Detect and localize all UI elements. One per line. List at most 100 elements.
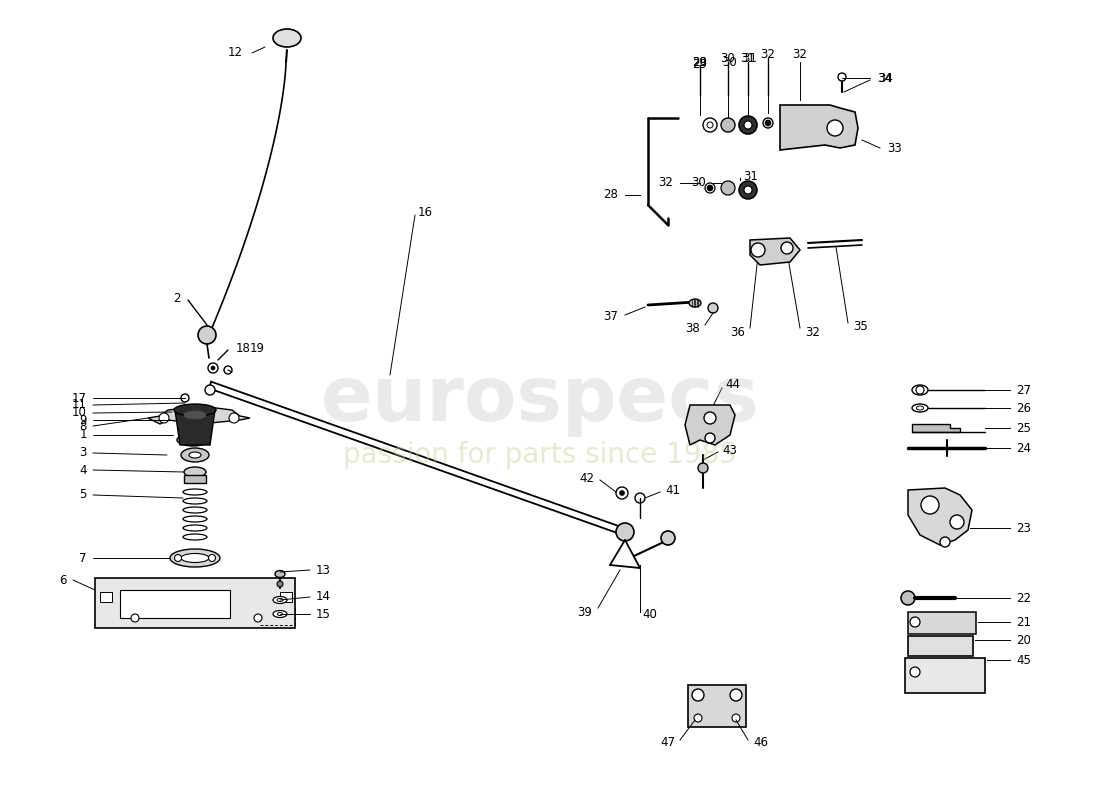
Circle shape <box>175 554 182 562</box>
Ellipse shape <box>703 118 717 132</box>
Polygon shape <box>908 488 972 545</box>
Text: 2: 2 <box>174 291 182 305</box>
Circle shape <box>720 181 735 195</box>
Ellipse shape <box>183 534 207 540</box>
Ellipse shape <box>183 507 207 513</box>
Circle shape <box>921 496 939 514</box>
Text: 24: 24 <box>1016 442 1031 454</box>
Text: 39: 39 <box>578 606 592 618</box>
Ellipse shape <box>912 404 928 412</box>
Bar <box>120 590 230 618</box>
Ellipse shape <box>912 385 928 395</box>
Circle shape <box>254 614 262 622</box>
Circle shape <box>708 303 718 313</box>
Ellipse shape <box>184 467 206 477</box>
Circle shape <box>229 413 239 423</box>
Text: 29: 29 <box>693 55 707 69</box>
Text: 21: 21 <box>1016 615 1031 629</box>
Text: 37: 37 <box>603 310 618 323</box>
Ellipse shape <box>183 498 207 504</box>
Text: 30: 30 <box>723 55 737 69</box>
Ellipse shape <box>689 299 701 307</box>
Ellipse shape <box>273 610 287 618</box>
Text: 19: 19 <box>250 342 265 354</box>
Circle shape <box>211 366 215 370</box>
Text: 35: 35 <box>852 319 868 333</box>
Ellipse shape <box>183 489 207 495</box>
Text: 29: 29 <box>693 58 707 71</box>
Circle shape <box>160 413 169 423</box>
Bar <box>100 592 112 602</box>
Ellipse shape <box>184 411 206 419</box>
Ellipse shape <box>183 525 207 531</box>
Text: 40: 40 <box>642 609 657 622</box>
Text: 46: 46 <box>754 735 768 749</box>
Text: 8: 8 <box>79 419 87 433</box>
Ellipse shape <box>273 597 287 603</box>
Bar <box>280 592 292 602</box>
Text: 29: 29 <box>693 55 707 69</box>
Circle shape <box>705 433 715 443</box>
Ellipse shape <box>739 116 757 134</box>
Circle shape <box>209 554 216 562</box>
Ellipse shape <box>170 549 220 567</box>
Text: 10: 10 <box>73 406 87 419</box>
Text: 31: 31 <box>740 53 756 66</box>
Circle shape <box>616 487 628 499</box>
Ellipse shape <box>189 452 201 458</box>
Circle shape <box>838 73 846 81</box>
Text: 18: 18 <box>236 342 251 354</box>
Circle shape <box>208 363 218 373</box>
Circle shape <box>190 422 196 428</box>
Polygon shape <box>780 105 858 150</box>
Circle shape <box>730 689 743 701</box>
Text: 15: 15 <box>316 607 331 621</box>
Text: 32: 32 <box>658 177 673 190</box>
Circle shape <box>910 667 920 677</box>
Text: 14: 14 <box>316 590 331 603</box>
Ellipse shape <box>739 181 757 199</box>
Text: 30: 30 <box>720 53 736 66</box>
Text: 6: 6 <box>59 574 67 586</box>
Text: 12: 12 <box>228 46 243 58</box>
Text: 23: 23 <box>1016 522 1031 534</box>
Text: 36: 36 <box>730 326 745 338</box>
Circle shape <box>916 386 924 394</box>
Circle shape <box>704 412 716 424</box>
Text: 20: 20 <box>1016 634 1031 646</box>
Text: 17: 17 <box>72 391 87 405</box>
Text: passion for parts since 1985: passion for parts since 1985 <box>343 441 737 469</box>
Text: 4: 4 <box>79 463 87 477</box>
Ellipse shape <box>273 29 301 47</box>
Text: 30: 30 <box>691 177 706 190</box>
Ellipse shape <box>277 613 283 615</box>
Circle shape <box>732 714 740 722</box>
Text: 11: 11 <box>72 398 87 411</box>
Text: 31: 31 <box>742 53 758 66</box>
Polygon shape <box>750 238 800 265</box>
Circle shape <box>224 366 232 374</box>
Bar <box>905 658 984 693</box>
Ellipse shape <box>916 406 924 410</box>
Circle shape <box>198 326 216 344</box>
Text: 3: 3 <box>79 446 87 459</box>
Circle shape <box>698 463 708 473</box>
Ellipse shape <box>185 421 201 429</box>
Polygon shape <box>685 405 735 445</box>
Text: 32: 32 <box>805 326 820 338</box>
Bar <box>908 636 974 656</box>
Ellipse shape <box>177 434 209 446</box>
Circle shape <box>694 714 702 722</box>
Ellipse shape <box>182 448 209 462</box>
Ellipse shape <box>184 437 202 443</box>
Circle shape <box>751 243 764 257</box>
Text: 41: 41 <box>666 483 680 497</box>
Text: 33: 33 <box>887 142 902 154</box>
Text: 26: 26 <box>1016 402 1031 414</box>
Ellipse shape <box>744 121 752 129</box>
Bar <box>688 685 746 727</box>
Text: 22: 22 <box>1016 591 1031 605</box>
Text: 32: 32 <box>793 49 807 62</box>
Bar <box>95 578 295 628</box>
Circle shape <box>692 689 704 701</box>
